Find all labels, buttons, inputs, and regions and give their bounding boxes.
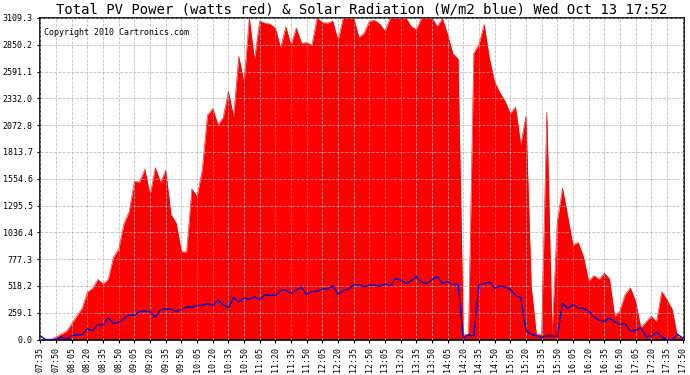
Title: Total PV Power (watts red) & Solar Radiation (W/m2 blue) Wed Oct 13 17:52: Total PV Power (watts red) & Solar Radia… <box>57 3 668 17</box>
Text: Copyright 2010 Cartronics.com: Copyright 2010 Cartronics.com <box>43 28 188 37</box>
